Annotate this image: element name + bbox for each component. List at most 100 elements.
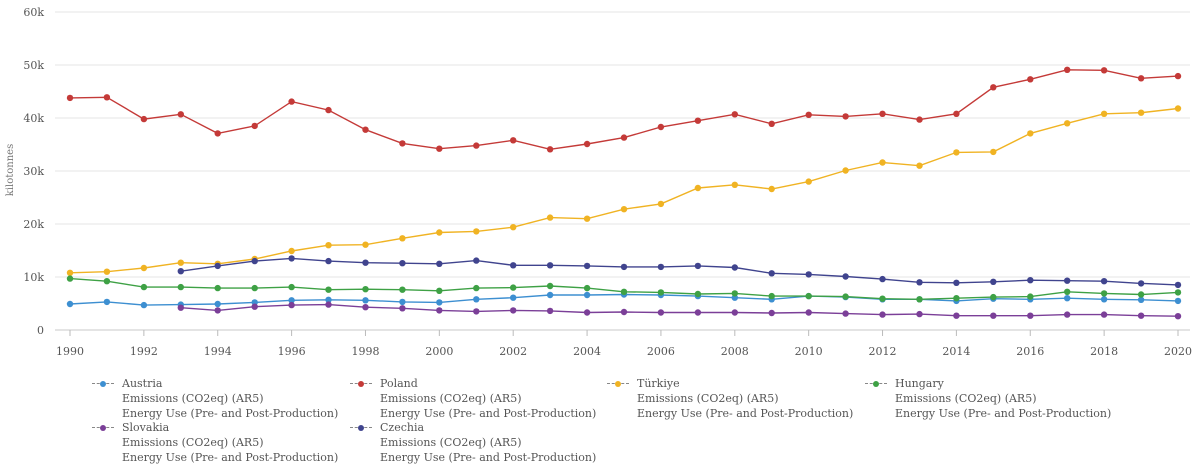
data-point[interactable] — [362, 286, 369, 293]
data-point[interactable] — [879, 110, 886, 118]
data-point[interactable] — [990, 293, 997, 301]
data-point[interactable] — [177, 111, 184, 118]
data-point[interactable] — [436, 299, 443, 306]
data-point[interactable] — [805, 178, 812, 185]
data-point[interactable] — [288, 283, 295, 291]
data-point[interactable] — [1174, 289, 1182, 296]
data-point[interactable] — [731, 290, 738, 297]
data-point[interactable] — [362, 126, 369, 133]
data-point[interactable] — [399, 286, 406, 293]
data-point[interactable] — [694, 309, 702, 316]
data-point[interactable] — [1174, 72, 1182, 80]
data-point[interactable] — [473, 228, 480, 235]
data-point[interactable] — [916, 279, 923, 286]
data-point[interactable] — [436, 260, 443, 267]
data-point[interactable] — [140, 301, 148, 309]
data-point[interactable] — [620, 134, 628, 141]
data-point[interactable] — [473, 308, 480, 315]
data-point[interactable] — [546, 307, 554, 315]
data-point[interactable] — [399, 235, 406, 242]
data-point[interactable] — [990, 84, 997, 91]
data-point[interactable] — [436, 145, 443, 152]
data-point[interactable] — [66, 94, 74, 102]
data-point[interactable] — [731, 309, 738, 316]
data-point[interactable] — [325, 286, 332, 293]
data-point[interactable] — [473, 142, 480, 149]
data-point[interactable] — [990, 278, 997, 285]
legend-item[interactable]: Türkiye Emissions (CO2eq) (AR5) Energy Use… — [607, 377, 869, 421]
data-point[interactable] — [399, 140, 406, 147]
legend-item[interactable]: Czechia Emissions (CO2eq) (AR5) Energy Use… — [350, 421, 612, 465]
data-point[interactable] — [510, 224, 517, 231]
data-point[interactable] — [805, 292, 812, 300]
data-point[interactable] — [583, 284, 591, 292]
data-point[interactable] — [916, 296, 923, 303]
data-point[interactable] — [805, 309, 812, 316]
data-point[interactable] — [251, 257, 258, 265]
data-point[interactable] — [473, 257, 480, 264]
data-point[interactable] — [436, 287, 443, 294]
data-point[interactable] — [1174, 297, 1182, 305]
data-point[interactable] — [473, 284, 480, 292]
data-point[interactable] — [214, 262, 221, 270]
data-point[interactable] — [1174, 281, 1182, 289]
data-point[interactable] — [288, 301, 295, 309]
data-point[interactable] — [288, 98, 295, 105]
data-point[interactable] — [288, 255, 295, 262]
data-point[interactable] — [325, 257, 332, 265]
data-point[interactable] — [1137, 312, 1145, 319]
data-point[interactable] — [546, 146, 554, 153]
data-point[interactable] — [1174, 313, 1182, 320]
data-point[interactable] — [620, 308, 628, 316]
data-point[interactable] — [288, 297, 295, 304]
data-point[interactable] — [103, 268, 111, 275]
data-point[interactable] — [1064, 66, 1071, 74]
legend-item[interactable]: Slovakia Emissions (CO2eq) (AR5) Energy Us… — [92, 421, 354, 465]
data-point[interactable] — [66, 300, 74, 308]
data-point[interactable] — [842, 293, 849, 300]
data-point[interactable] — [140, 115, 148, 123]
data-point[interactable] — [546, 291, 554, 299]
data-point[interactable] — [546, 262, 554, 269]
data-point[interactable] — [362, 297, 369, 304]
data-point[interactable] — [657, 123, 665, 131]
data-point[interactable] — [1137, 291, 1145, 298]
data-point[interactable] — [990, 312, 997, 319]
data-point[interactable] — [916, 162, 923, 169]
data-point[interactable] — [288, 247, 295, 255]
data-point[interactable] — [842, 167, 849, 174]
data-point[interactable] — [214, 284, 221, 292]
data-point[interactable] — [768, 120, 775, 128]
data-point[interactable] — [1027, 130, 1034, 137]
data-point[interactable] — [1137, 109, 1145, 116]
data-point[interactable] — [1137, 280, 1145, 287]
data-point[interactable] — [768, 270, 775, 277]
data-point[interactable] — [325, 106, 332, 114]
data-point[interactable] — [731, 181, 738, 188]
data-point[interactable] — [620, 288, 628, 295]
data-point[interactable] — [879, 159, 886, 166]
data-point[interactable] — [436, 229, 443, 236]
data-point[interactable] — [1100, 110, 1108, 118]
data-point[interactable] — [694, 184, 702, 192]
data-point[interactable] — [251, 284, 258, 292]
data-point[interactable] — [399, 298, 406, 306]
data-point[interactable] — [1174, 105, 1182, 112]
data-point[interactable] — [583, 140, 591, 148]
data-point[interactable] — [510, 137, 517, 144]
data-point[interactable] — [177, 268, 184, 275]
data-point[interactable] — [510, 262, 517, 269]
data-point[interactable] — [1100, 296, 1108, 303]
data-point[interactable] — [1100, 278, 1108, 285]
data-point[interactable] — [546, 214, 554, 221]
data-point[interactable] — [768, 292, 775, 300]
data-point[interactable] — [1027, 277, 1034, 284]
data-point[interactable] — [362, 304, 369, 311]
data-point[interactable] — [953, 295, 960, 302]
data-point[interactable] — [1027, 76, 1034, 83]
data-point[interactable] — [1100, 311, 1108, 318]
data-point[interactable] — [546, 282, 554, 290]
data-point[interactable] — [953, 312, 960, 319]
data-point[interactable] — [620, 206, 628, 213]
data-point[interactable] — [66, 269, 74, 276]
